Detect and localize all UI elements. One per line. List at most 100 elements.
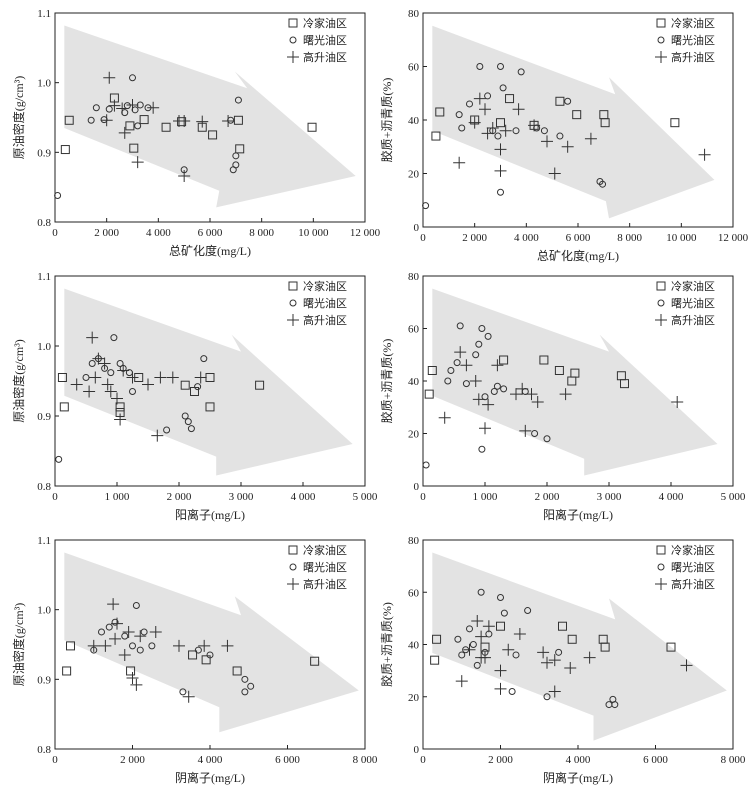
chart-panel-2: 0 2 000 4 000 6 000 8 000 10 000 12 000 0 20 40 60… <box>379 8 749 263</box>
data-point-square <box>255 380 265 390</box>
data-point-plus <box>131 156 144 169</box>
data-point-circle <box>241 675 249 683</box>
data-point-square <box>208 130 218 140</box>
data-point-plus <box>548 167 561 180</box>
data-point-circle <box>110 334 118 342</box>
data-point-circle <box>475 340 483 348</box>
data-point-circle <box>490 388 498 395</box>
series-square <box>430 621 676 665</box>
data-point-circle <box>462 380 470 388</box>
data-point-circle <box>512 651 520 659</box>
data-point-circle <box>422 202 430 210</box>
y-tick-label: 0.9 <box>37 674 51 686</box>
data-point-plus <box>287 578 299 590</box>
data-point-circle <box>543 435 551 443</box>
data-point-circle <box>481 393 489 401</box>
data-point-circle <box>500 385 508 393</box>
y-tick-label: 60 <box>408 587 420 599</box>
data-point-plus <box>494 164 507 177</box>
y-axis-label: 胶质+沥青质(%) <box>379 78 394 163</box>
x-tick-label: 0 <box>420 232 426 244</box>
data-point-circle <box>478 325 486 332</box>
series-circle <box>54 74 242 200</box>
data-point-square <box>288 281 298 291</box>
data-point-square <box>161 122 171 132</box>
y-axis-label: 原油密度(g/cm³) <box>11 339 26 423</box>
y-tick-label: 1.1 <box>37 8 51 20</box>
data-point-circle <box>163 426 171 434</box>
data-point-circle <box>458 124 466 132</box>
x-axis-label: 总矿化度(mg/L) <box>537 248 619 263</box>
data-point-plus <box>222 114 235 127</box>
series-plus <box>438 346 684 437</box>
data-point-square <box>572 110 582 120</box>
data-point-circle <box>564 97 572 105</box>
data-point-plus <box>468 116 481 129</box>
data-point-circle <box>134 122 142 130</box>
data-point-circle <box>87 116 95 124</box>
data-point-plus <box>196 115 209 128</box>
data-point-plus <box>114 413 127 426</box>
data-point-circle <box>472 351 480 359</box>
data-point-plus <box>510 388 522 401</box>
legend-label: 冷家油区 <box>303 16 347 30</box>
data-point-plus <box>479 103 491 116</box>
data-point-plus <box>122 625 135 638</box>
data-point-circle <box>493 382 501 390</box>
data-point-circle <box>609 695 617 703</box>
data-point-circle <box>657 36 665 44</box>
data-point-plus <box>103 71 116 84</box>
data-point-plus <box>475 630 488 643</box>
y-tick-label: 0 <box>414 222 420 234</box>
data-point-circle <box>466 100 473 108</box>
data-point-square <box>435 107 445 117</box>
data-point-plus <box>109 632 122 645</box>
data-point-circle <box>181 412 189 420</box>
x-tick-label: 4 000 <box>659 491 684 503</box>
legend-label: 高升油区 <box>671 50 715 64</box>
data-point-plus <box>453 156 466 169</box>
legend-label: 冷家油区 <box>671 543 715 557</box>
legend-label: 高升油区 <box>303 313 347 327</box>
data-point-plus <box>166 371 179 384</box>
data-point-square <box>480 642 490 652</box>
x-tick-label: 6 000 <box>643 754 668 766</box>
x-axis-label: 阴离子(mg/L) <box>543 770 613 785</box>
data-point-plus <box>182 690 195 703</box>
data-point-circle <box>129 74 136 82</box>
data-point-circle <box>92 104 100 112</box>
data-point-plus <box>287 51 299 63</box>
legend-label: 曙光油区 <box>303 560 347 574</box>
data-point-circle <box>232 161 240 169</box>
x-tick-label: 4 000 <box>291 491 316 503</box>
data-point-circle <box>508 688 516 696</box>
data-point-plus <box>70 378 83 391</box>
data-point-circle <box>132 601 140 609</box>
data-point-circle <box>116 360 124 367</box>
data-point-circle <box>657 563 665 571</box>
x-tick-label: 6 000 <box>198 227 223 239</box>
x-tick-label: 2 000 <box>535 491 560 503</box>
data-point-plus <box>499 124 512 137</box>
trend-arrow <box>432 25 715 219</box>
data-point-plus <box>481 127 494 140</box>
data-point-circle <box>497 63 504 70</box>
data-point-square <box>126 666 136 676</box>
data-point-square <box>125 121 135 131</box>
data-point-circle <box>484 92 492 100</box>
data-point-plus <box>116 102 129 115</box>
x-tick-label: 1 000 <box>473 491 498 503</box>
data-point-plus <box>482 398 495 411</box>
data-point-plus <box>531 396 544 408</box>
y-axis-label: 原油密度(g/cm³) <box>11 603 26 687</box>
data-point-plus <box>583 651 596 664</box>
data-point-square <box>310 656 320 666</box>
data-point-square <box>496 621 505 631</box>
x-tick-label: 4 000 <box>566 754 591 766</box>
data-point-circle <box>466 625 473 633</box>
y-tick-label: 0.9 <box>37 147 51 159</box>
data-point-plus <box>151 429 164 442</box>
data-point-square <box>57 373 67 382</box>
